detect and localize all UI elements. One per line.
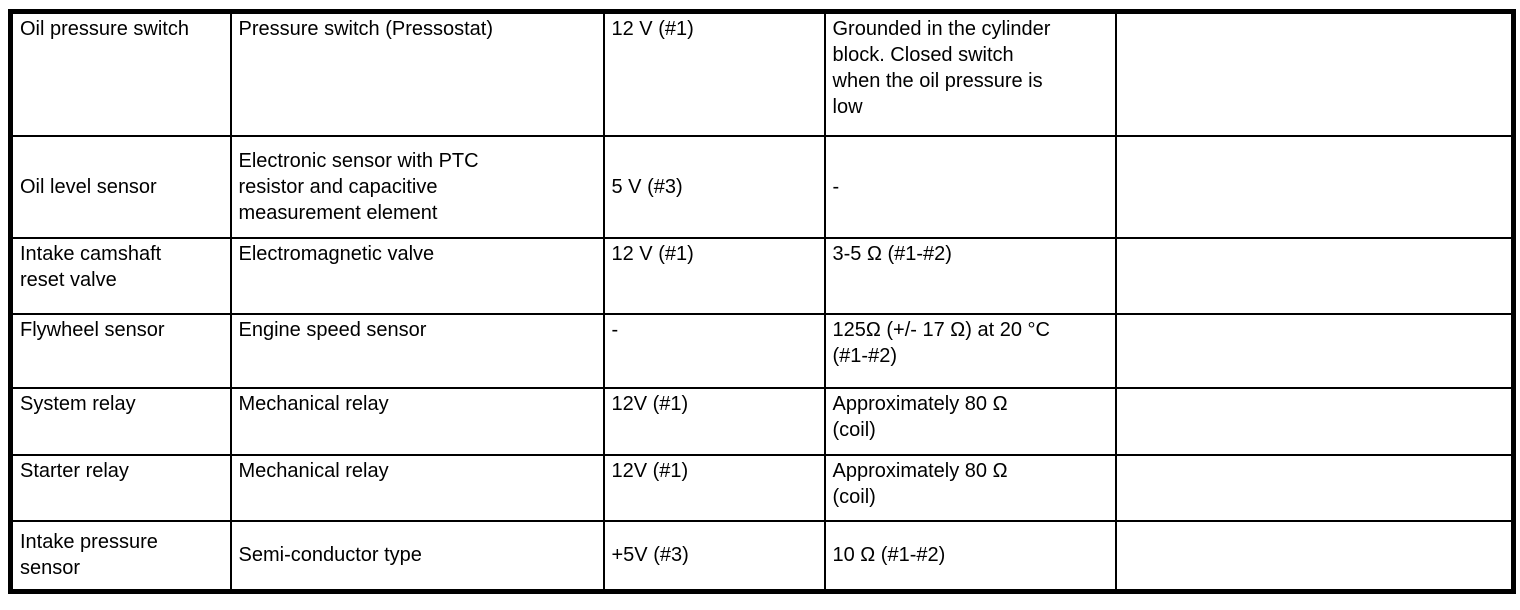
cell-empty <box>1114 453 1515 522</box>
cell-type: Pressure switch (Pressostat) <box>229 10 605 137</box>
cell-component: Intake pressure sensor <box>9 519 232 593</box>
cell-type: Engine speed sensor <box>229 312 605 389</box>
cell-empty <box>1114 10 1515 137</box>
cell-resistance-notes: 125Ω (+/- 17 Ω) at 20 °C (#1-#2) <box>823 312 1117 389</box>
component-spec-table: Oil pressure switch Pressure switch (Pre… <box>8 9 1516 594</box>
cell-empty <box>1114 312 1515 389</box>
cell-type: Semi-conductor type <box>229 519 605 593</box>
table-row: Starter relay Mechanical relay 12V (#1) … <box>9 453 1515 522</box>
cell-voltage: - <box>602 312 826 389</box>
cell-resistance-notes: 10 Ω (#1-#2) <box>823 519 1117 593</box>
cell-voltage: 12V (#1) <box>602 386 826 456</box>
table-row: Flywheel sensor Engine speed sensor - 12… <box>9 312 1515 389</box>
cell-type: Mechanical relay <box>229 386 605 456</box>
cell-voltage: +5V (#3) <box>602 519 826 593</box>
table-row: Intake camshaft reset valve Electromagne… <box>9 236 1515 315</box>
cell-voltage: 5 V (#3) <box>602 134 826 239</box>
table-row: Oil pressure switch Pressure switch (Pre… <box>9 10 1515 137</box>
table-row: System relay Mechanical relay 12V (#1) A… <box>9 386 1515 456</box>
cell-component: System relay <box>9 386 232 456</box>
cell-type: Electronic sensor with PTC resistor and … <box>229 134 605 239</box>
cell-voltage: 12V (#1) <box>602 453 826 522</box>
cell-type: Mechanical relay <box>229 453 605 522</box>
cell-type: Electromagnetic valve <box>229 236 605 315</box>
cell-component: Intake camshaft reset valve <box>9 236 232 315</box>
cell-voltage: 12 V (#1) <box>602 236 826 315</box>
cell-resistance-notes: Grounded in the cylinder block. Closed s… <box>823 10 1117 137</box>
cell-empty <box>1114 134 1515 239</box>
cell-resistance-notes: Approximately 80 Ω (coil) <box>823 453 1117 522</box>
cell-empty <box>1114 386 1515 456</box>
cell-resistance-notes: - <box>823 134 1117 239</box>
cell-component: Oil level sensor <box>9 134 232 239</box>
table-row: Intake pressure sensor Semi-conductor ty… <box>9 519 1515 593</box>
cell-component: Oil pressure switch <box>9 10 232 137</box>
cell-component: Flywheel sensor <box>9 312 232 389</box>
cell-empty <box>1114 519 1515 593</box>
cell-empty <box>1114 236 1515 315</box>
cell-resistance-notes: Approximately 80 Ω (coil) <box>823 386 1117 456</box>
cell-resistance-notes: 3-5 Ω (#1-#2) <box>823 236 1117 315</box>
cell-component: Starter relay <box>9 453 232 522</box>
cell-voltage: 12 V (#1) <box>602 10 826 137</box>
table-row: Oil level sensor Electronic sensor with … <box>9 134 1515 239</box>
